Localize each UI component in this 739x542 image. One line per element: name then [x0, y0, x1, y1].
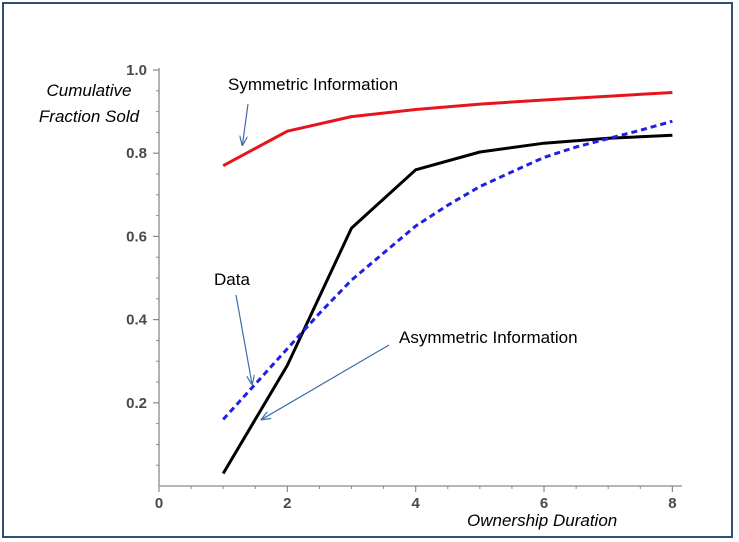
y-tick-label: 0.4: [126, 312, 148, 329]
x-axis-title: Ownership Duration: [467, 511, 617, 530]
annotation-arrows: [235, 103, 390, 419]
x-tick-label: 8: [668, 495, 676, 512]
axes: 0 2 4 6 8 0.2 0.4 0.6 0.8 1.0: [126, 62, 682, 512]
annotation-arrow: [235, 294, 252, 384]
x-tick-label: 0: [155, 495, 163, 512]
series-line-asymmetric-information: [221, 133, 673, 475]
y-tick-label: 0.2: [126, 395, 147, 412]
y-tick-label: 0.6: [126, 228, 147, 245]
y-tick-label: 1.0: [126, 62, 147, 79]
y-tick-label: 0.8: [126, 145, 147, 162]
x-tick-label: 6: [540, 495, 548, 512]
series-layer: [221, 91, 673, 475]
chart-frame: 0 2 4 6 8 0.2 0.4 0.6 0.8 1.0 Cumulative Fraction…: [2, 2, 733, 538]
annotation-arrow: [262, 344, 390, 419]
annotation-symmetric-information: Symmetric Information: [228, 75, 398, 94]
annotation-asymmetric-information: Asymmetric Information: [399, 328, 578, 347]
annotation-data: Data: [214, 270, 250, 289]
annotation-arrow: [242, 103, 249, 145]
series-line-symmetric-information: [222, 91, 673, 168]
x-tick-label: 4: [412, 495, 421, 512]
y-axis-title-line-2: Fraction Sold: [39, 107, 140, 126]
x-tick-label: 2: [283, 495, 291, 512]
y-axis-title-line-1: Cumulative: [46, 81, 131, 100]
series-line-data: [222, 119, 673, 421]
line-chart: 0 2 4 6 8 0.2 0.4 0.6 0.8 1.0 Cumulative Fraction…: [39, 62, 682, 530]
